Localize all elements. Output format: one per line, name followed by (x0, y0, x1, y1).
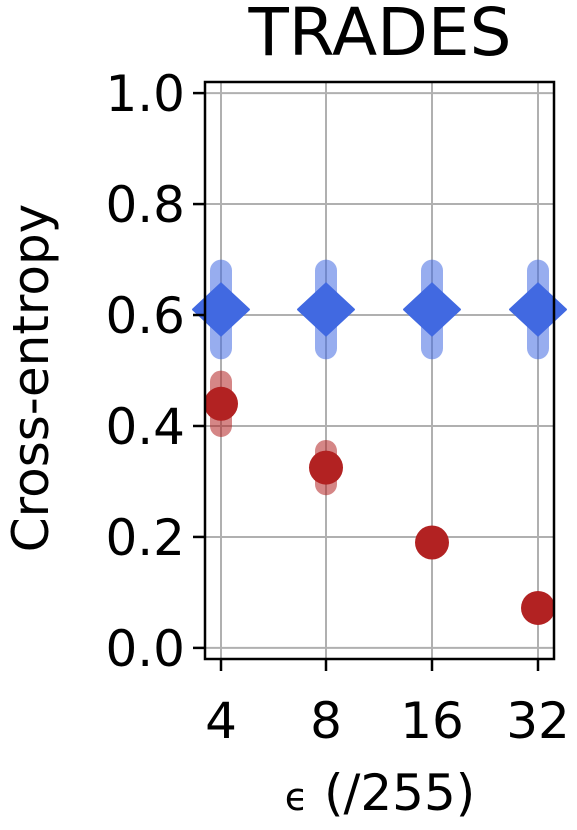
y-tick-label: 0.2 (105, 509, 185, 567)
y-tick-label: 0.6 (105, 287, 185, 345)
data-point-circle (415, 525, 449, 560)
data-point-diamond (509, 282, 567, 337)
x-tick-label: 32 (506, 692, 570, 750)
data-point-circle (309, 450, 343, 485)
series-layer (192, 259, 567, 625)
x-axis-ticks: 4 8 16 32 (205, 659, 570, 750)
data-point-diamond (192, 282, 250, 337)
y-axis-ticks: 0.0 0.2 0.4 0.6 0.8 1.0 (105, 65, 205, 678)
plot-frame (203, 80, 556, 661)
x-tick-label: 4 (205, 692, 237, 750)
grid-lines (205, 82, 554, 659)
x-tick-label: 16 (400, 692, 464, 750)
x-axis-label-symbol: ϵ (285, 775, 308, 819)
y-tick-label: 0.0 (105, 620, 185, 678)
data-point-circle (521, 590, 555, 625)
x-axis-label: ϵ (/255) (285, 764, 476, 822)
data-point-diamond (403, 282, 461, 337)
x-axis-label-unit: (/255) (308, 764, 475, 822)
y-tick-label: 0.4 (105, 398, 185, 456)
x-tick-label: 8 (310, 692, 342, 750)
chart-title: TRADES (247, 0, 511, 71)
y-tick-label: 1.0 (105, 65, 185, 123)
data-point-diamond (297, 282, 355, 337)
y-axis-label: Cross-entropy (2, 204, 60, 553)
data-point-circle (204, 386, 238, 421)
y-tick-label: 0.8 (105, 176, 185, 234)
